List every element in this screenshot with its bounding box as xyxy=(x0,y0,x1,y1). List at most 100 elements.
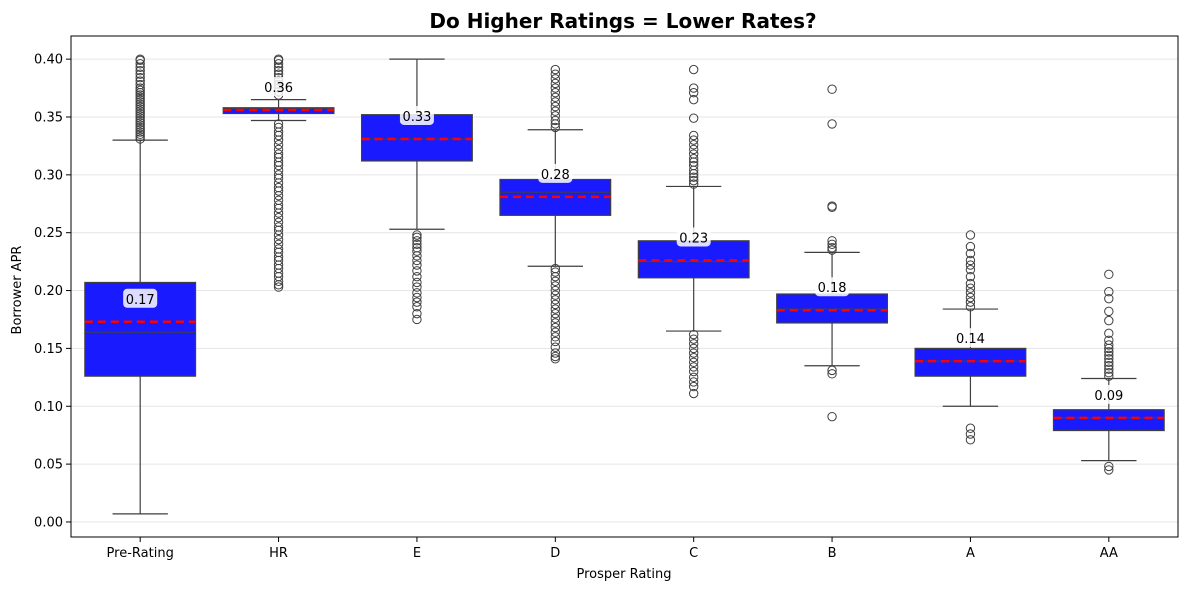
outlier-point xyxy=(550,318,561,328)
outlier-point xyxy=(965,241,976,252)
outlier-point xyxy=(688,352,699,363)
outlier-point xyxy=(550,69,561,79)
x-tick-label: Pre-Rating xyxy=(107,546,174,561)
outlier-point xyxy=(135,122,145,133)
outlier-point xyxy=(1104,367,1114,378)
outlier-point xyxy=(273,200,284,210)
outlier-point xyxy=(412,260,422,270)
outlier-point xyxy=(688,381,699,392)
outlier-point xyxy=(550,332,561,342)
outlier-point xyxy=(273,244,284,254)
outlier-point xyxy=(135,125,145,135)
outlier-point xyxy=(1104,340,1114,350)
outlier-point xyxy=(688,83,699,93)
y-tick-label: 0.00 xyxy=(34,515,63,530)
outlier-point xyxy=(1104,269,1114,280)
outlier-point xyxy=(965,302,976,312)
outlier-point xyxy=(688,160,699,171)
outlier-point xyxy=(412,288,422,298)
outlier-point xyxy=(135,134,145,144)
outlier-point xyxy=(273,122,284,133)
mean-labels-layer: 0.17 0.36 0.33 0.28 0.23 0.18 0.14 0.09 xyxy=(123,77,1126,404)
outlier-point xyxy=(550,83,561,93)
outlier-point xyxy=(135,131,145,142)
outlier-point xyxy=(412,239,422,249)
outlier-point xyxy=(550,304,561,314)
outlier-point xyxy=(412,271,422,282)
outlier-point xyxy=(550,263,561,274)
outlier-point xyxy=(273,234,284,245)
outlier-point xyxy=(135,97,145,107)
outlier-point xyxy=(965,278,976,289)
outlier-point xyxy=(273,239,284,249)
outlier-point xyxy=(550,92,561,103)
outlier-point xyxy=(550,101,561,112)
outlier-point xyxy=(135,115,145,126)
outlier-point xyxy=(1104,371,1114,381)
outlier-point xyxy=(688,153,699,164)
outlier-point xyxy=(273,182,284,193)
box-group-e xyxy=(360,58,473,325)
outlier-point xyxy=(550,285,561,296)
mean-label-group: 0.23 xyxy=(676,227,711,247)
outlier-point xyxy=(412,308,422,319)
y-tick-label: 0.10 xyxy=(34,400,63,415)
mean-label-group: 0.09 xyxy=(1091,384,1126,404)
outlier-point xyxy=(135,101,145,112)
mean-label: 0.28 xyxy=(541,168,570,183)
outlier-point xyxy=(412,236,422,246)
outlier-point xyxy=(1104,361,1114,371)
outlier-point xyxy=(965,423,976,433)
outlier-point xyxy=(273,140,284,150)
outlier-point xyxy=(273,195,284,206)
outlier-point xyxy=(688,348,699,358)
outlier-point xyxy=(688,175,699,186)
mean-label: 0.23 xyxy=(679,231,708,246)
outlier-point xyxy=(550,342,561,352)
outlier-point xyxy=(135,94,145,105)
outlier-point xyxy=(965,255,976,266)
mean-label-background xyxy=(953,328,988,348)
outlier-point xyxy=(1104,315,1114,326)
mean-label: 0.14 xyxy=(956,332,985,347)
outlier-point xyxy=(550,322,561,333)
mean-label-background xyxy=(399,105,434,125)
mean-label-background xyxy=(815,277,850,297)
outlier-point xyxy=(412,243,422,253)
outlier-point xyxy=(273,282,284,292)
outlier-point xyxy=(135,59,145,69)
outlier-point xyxy=(550,276,561,286)
outlier-point xyxy=(412,314,422,325)
outlier-point xyxy=(688,334,699,344)
outlier-point xyxy=(135,129,145,140)
outlier-point xyxy=(273,119,284,129)
outlier-point xyxy=(965,260,976,270)
outlier-point xyxy=(965,230,976,240)
mean-label-background xyxy=(676,227,711,247)
outlier-point xyxy=(135,83,145,93)
outlier-point xyxy=(827,239,837,249)
outlier-point xyxy=(827,236,837,246)
outlier-point xyxy=(688,64,699,75)
outlier-point xyxy=(965,283,976,293)
outlier-point xyxy=(1104,306,1114,317)
outlier-point xyxy=(688,357,699,367)
outlier-point xyxy=(550,115,561,126)
outlier-point xyxy=(965,292,976,303)
outlier-point xyxy=(550,111,561,121)
outlier-point xyxy=(688,362,699,372)
outlier-point xyxy=(688,172,699,182)
outlier-point xyxy=(550,336,561,347)
mean-label-background xyxy=(261,77,296,97)
mean-label-background xyxy=(123,288,158,308)
outlier-point xyxy=(135,120,145,130)
chart-title: Do Higher Ratings = Lower Rates? xyxy=(429,9,816,33)
outlier-point xyxy=(688,113,699,123)
outlier-point xyxy=(1104,465,1114,475)
box-group-b xyxy=(776,84,889,422)
outlier-point xyxy=(965,271,976,282)
plot-frame xyxy=(70,35,1179,538)
outlier-point xyxy=(965,248,976,259)
outlier-point xyxy=(1104,328,1114,339)
outlier-point xyxy=(273,222,284,232)
